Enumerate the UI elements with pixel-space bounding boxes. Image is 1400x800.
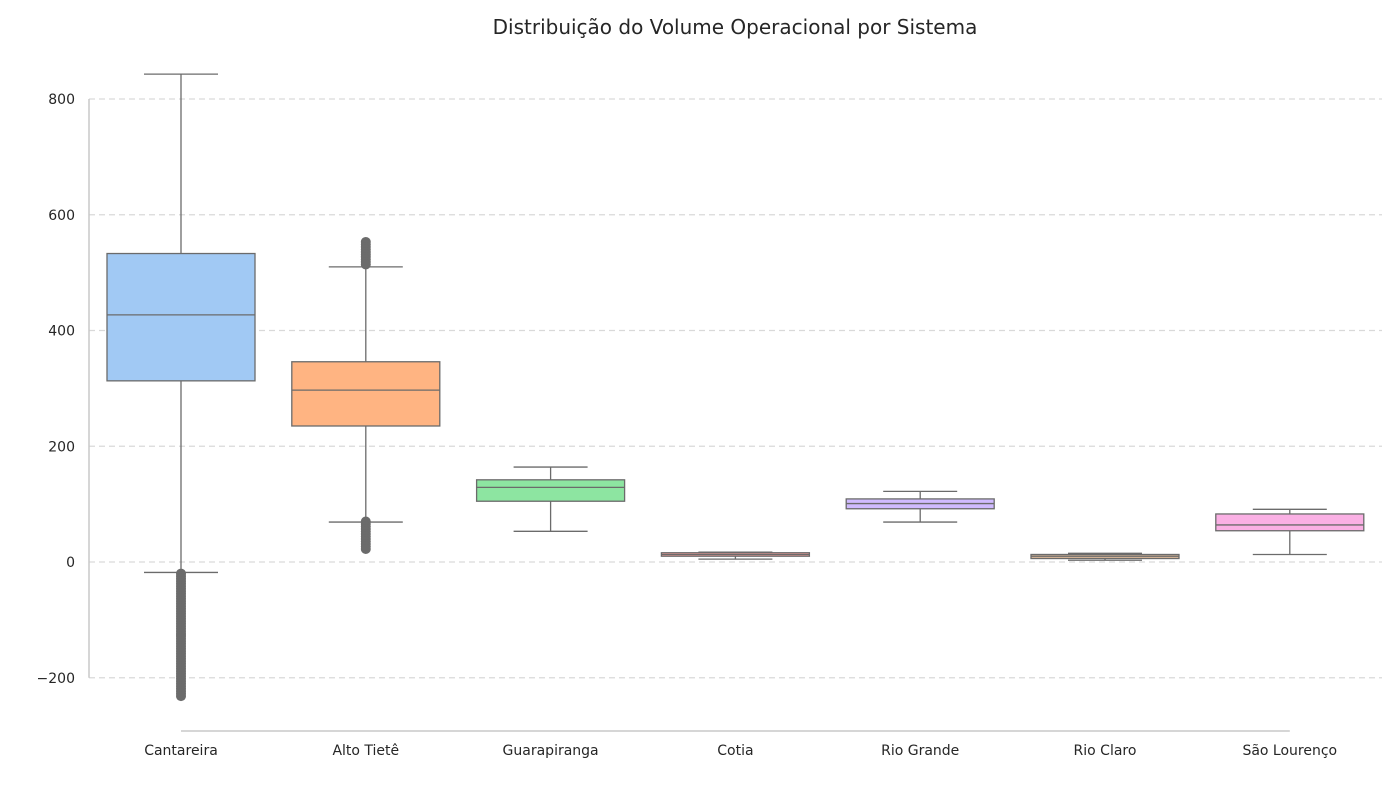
iqr-box (106, 252, 256, 382)
box-5 (1030, 552, 1180, 561)
x-tick-label: Rio Claro (1074, 743, 1137, 759)
grid-layer (89, 98, 1382, 679)
label-layer: 800 600 400 200 0 −200 Cantareira Alto Tietê Gua… (37, 92, 1338, 759)
iqr-box (291, 361, 441, 427)
y-tick-label: −200 (37, 671, 75, 687)
x-tick-label: Rio Grande (881, 743, 959, 759)
axis-layer (88, 99, 1290, 732)
x-tick-label: Cantareira (144, 743, 218, 759)
y-tick-label: 800 (48, 92, 75, 108)
y-tick-label: 0 (66, 555, 75, 571)
y-tick-label: 400 (48, 324, 75, 340)
box-2 (475, 466, 626, 532)
box-layer (106, 73, 1365, 702)
x-tick-label: Alto Tietê (332, 743, 399, 759)
flier-point (360, 543, 371, 554)
x-tick-label: Cotia (717, 743, 753, 759)
y-tick-label: 600 (48, 208, 75, 224)
box-6 (1215, 508, 1365, 556)
box-1 (291, 236, 441, 554)
y-tick-label: 200 (48, 439, 75, 455)
x-tick-label: São Lourenço (1242, 743, 1337, 759)
flier-point (176, 691, 186, 702)
iqr-box (1215, 513, 1365, 532)
box-3 (660, 551, 811, 560)
chart-title: Distribuição do Volume Operacional por S… (493, 15, 978, 39)
x-tick-label: Guarapiranga (503, 743, 599, 759)
box-4 (845, 490, 995, 523)
iqr-box (475, 479, 626, 502)
box-0 (106, 73, 256, 702)
flier-point (360, 259, 371, 270)
